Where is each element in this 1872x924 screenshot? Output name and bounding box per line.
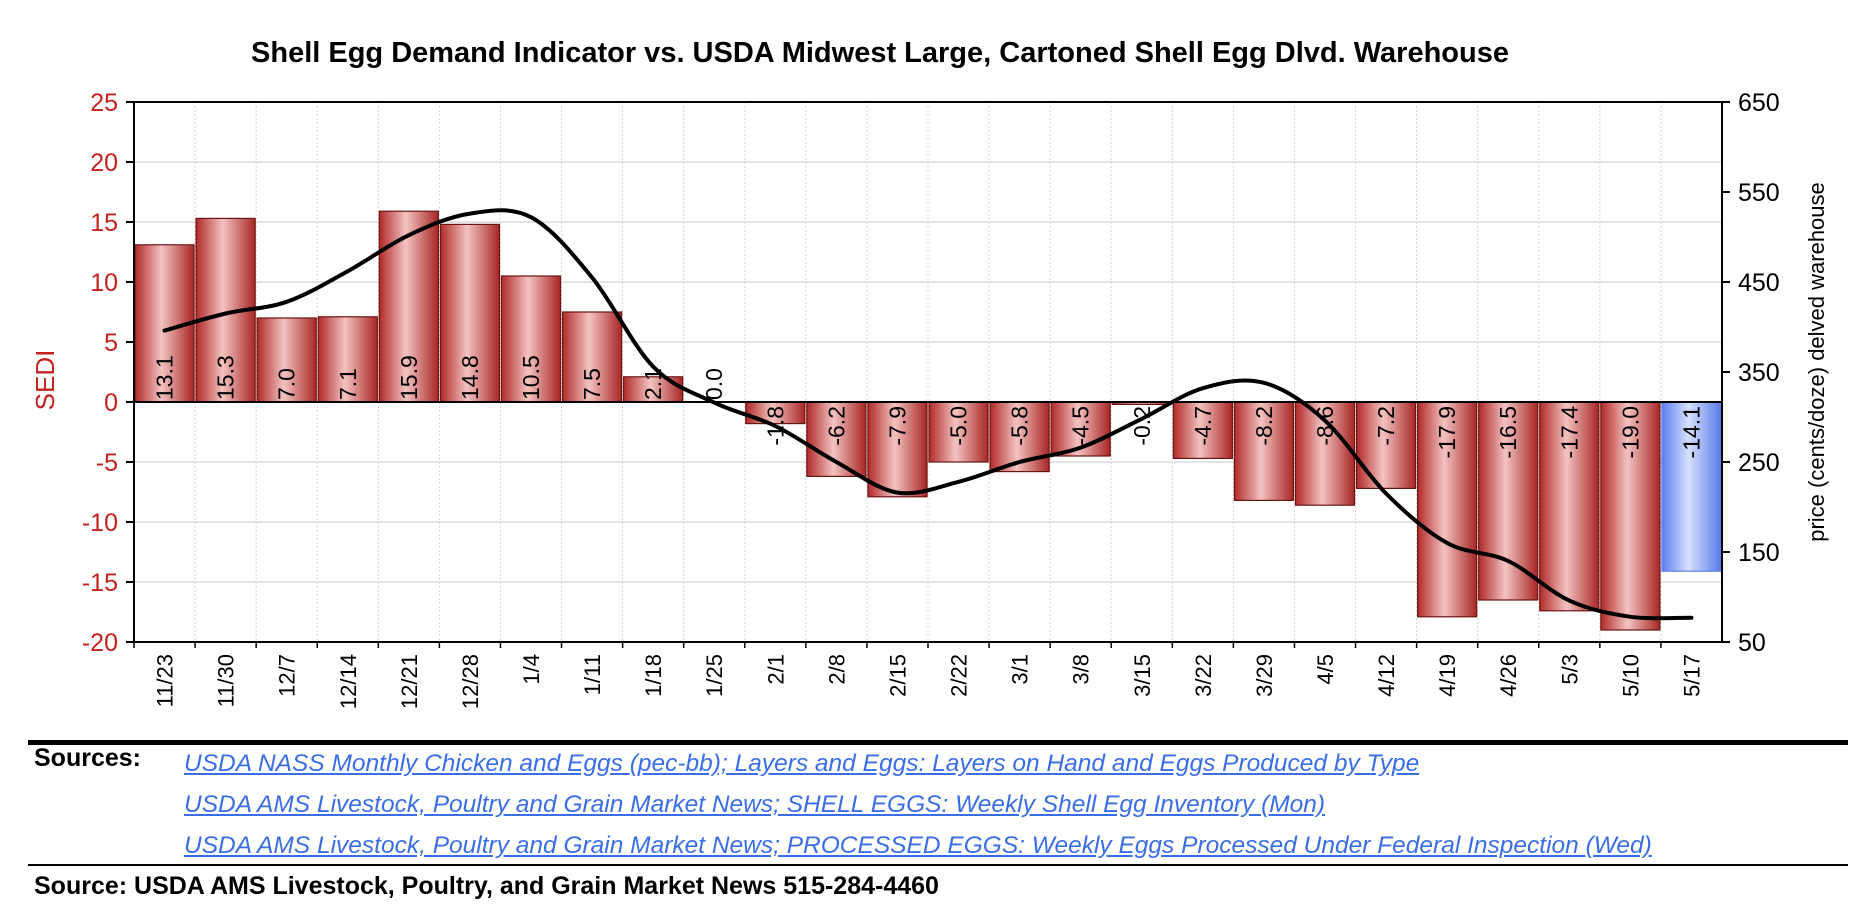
x-tick-label: 4/19 bbox=[1435, 654, 1460, 697]
x-tick-label: 1/4 bbox=[519, 654, 544, 685]
data-label: -17.4 bbox=[1556, 406, 1582, 459]
bar-1-4 bbox=[500, 275, 562, 403]
footer-source: Source: USDA AMS Livestock, Poultry, and… bbox=[34, 872, 939, 900]
data-label: 0.0 bbox=[701, 368, 727, 400]
x-tick-label: 3/1 bbox=[1008, 654, 1033, 685]
data-label: 7.1 bbox=[335, 368, 361, 400]
y-left-tick-label: 15 bbox=[90, 209, 118, 237]
data-label: -7.2 bbox=[1373, 406, 1399, 446]
price-line bbox=[162, 208, 1694, 621]
x-tick-label: 1/11 bbox=[580, 654, 605, 695]
x-tick-label: 4/5 bbox=[1313, 654, 1338, 685]
y-left-tick-label: 10 bbox=[90, 269, 118, 297]
y-right-tick-label: 50 bbox=[1738, 629, 1766, 657]
divider-top bbox=[28, 740, 1848, 745]
y-left-tick-label: 20 bbox=[90, 149, 118, 177]
x-tick-label: 5/10 bbox=[1618, 654, 1643, 697]
x-tick-label: 11/30 bbox=[214, 654, 239, 707]
source-link-processed-eggs[interactable]: USDA AMS Livestock, Poultry and Grain Ma… bbox=[184, 832, 1652, 859]
data-label: -5.0 bbox=[946, 406, 972, 446]
data-label: -7.9 bbox=[884, 406, 910, 446]
y-left-tick-label: -15 bbox=[82, 569, 118, 597]
x-tick-label: 12/28 bbox=[458, 654, 483, 709]
y-right-tick-label: 350 bbox=[1738, 359, 1780, 387]
x-tick-label: 5/17 bbox=[1679, 654, 1704, 697]
chart-title: Shell Egg Demand Indicator vs. USDA Midw… bbox=[251, 37, 1509, 69]
x-tick-label: 3/8 bbox=[1069, 654, 1094, 685]
y-left-tick-label: 0 bbox=[104, 389, 118, 417]
data-label: 15.9 bbox=[396, 355, 422, 400]
data-label: 15.3 bbox=[213, 355, 239, 400]
y-right-tick-label: 550 bbox=[1738, 179, 1780, 207]
bar-4-12 bbox=[1355, 401, 1417, 490]
data-label: 14.8 bbox=[457, 355, 483, 400]
x-tick-label: 4/12 bbox=[1374, 654, 1399, 697]
y-left-tick-label: -20 bbox=[82, 629, 118, 657]
bar-5-10 bbox=[1600, 401, 1661, 631]
bar-12-7 bbox=[256, 317, 317, 403]
bar-12-28 bbox=[439, 223, 501, 403]
bar-4-19 bbox=[1417, 401, 1478, 618]
data-label: 13.1 bbox=[152, 355, 178, 400]
source-link-shell-eggs[interactable]: USDA AMS Livestock, Poultry and Grain Ma… bbox=[184, 791, 1326, 818]
sedi-chart: Shell Egg Demand Indicator vs. USDA Midw… bbox=[30, 37, 1829, 709]
x-tick-label: 1/25 bbox=[702, 654, 727, 697]
y-axis-right-label: price (cents/doze) delved warehouse bbox=[1804, 182, 1829, 542]
axes: 2520151050-5-10-15-206505504503502501505… bbox=[82, 89, 1780, 709]
data-label: -4.5 bbox=[1068, 406, 1094, 446]
x-tick-label: 2/15 bbox=[885, 654, 910, 697]
data-label: -8.2 bbox=[1251, 406, 1277, 446]
x-tick-label: 2/8 bbox=[824, 654, 849, 685]
data-label: -14.1 bbox=[1678, 406, 1704, 458]
bar-5-3 bbox=[1539, 401, 1600, 612]
y-axis-left-label: SEDI bbox=[30, 350, 60, 411]
x-tick-label: 2/1 bbox=[763, 654, 788, 685]
y-left-tick-label: 25 bbox=[90, 89, 118, 117]
bar-12-21 bbox=[378, 210, 439, 403]
y-left-tick-label: -5 bbox=[96, 449, 118, 477]
x-tick-label: 12/14 bbox=[336, 654, 361, 709]
price-line-series bbox=[162, 208, 1694, 621]
x-tick-label: 11/23 bbox=[153, 654, 178, 707]
data-label: 10.5 bbox=[518, 355, 544, 400]
x-tick-label: 4/26 bbox=[1496, 654, 1521, 697]
data-label: -16.5 bbox=[1495, 406, 1521, 458]
y-left-tick-label: -10 bbox=[82, 509, 118, 537]
data-label: -19.0 bbox=[1617, 406, 1643, 458]
data-label: 7.5 bbox=[579, 368, 605, 400]
divider-bottom bbox=[28, 864, 1848, 866]
x-tick-label: 1/18 bbox=[641, 654, 666, 697]
y-left-tick-label: 5 bbox=[104, 329, 118, 357]
data-label: -4.7 bbox=[1190, 406, 1216, 446]
bar-4-26 bbox=[1478, 401, 1539, 601]
x-tick-label: 3/22 bbox=[1191, 654, 1216, 697]
data-label: -5.8 bbox=[1007, 406, 1033, 446]
bar-series bbox=[134, 210, 1722, 631]
bar-3-29 bbox=[1233, 401, 1295, 502]
y-right-tick-label: 250 bbox=[1738, 449, 1780, 477]
x-tick-label: 2/22 bbox=[947, 654, 972, 697]
bar-2-22 bbox=[928, 401, 989, 463]
bar-1-11 bbox=[561, 311, 623, 403]
data-label: 7.0 bbox=[274, 368, 300, 400]
x-tick-label: 12/21 bbox=[397, 654, 422, 709]
source-link-nass[interactable]: USDA NASS Monthly Chicken and Eggs (pec-… bbox=[184, 750, 1420, 777]
bar-3-22 bbox=[1172, 401, 1233, 460]
data-labels: 13.1 15.3 7.0 7.1 15.9 14.8 10.5 7.5 2.1 0.0-1.8-… bbox=[152, 355, 1705, 458]
x-tick-label: 5/3 bbox=[1557, 654, 1582, 685]
y-right-tick-label: 150 bbox=[1738, 539, 1780, 567]
data-label: -17.9 bbox=[1434, 406, 1460, 458]
x-tick-label: 3/15 bbox=[1130, 654, 1155, 697]
bar-2-15 bbox=[867, 401, 928, 498]
sources-label: Sources: bbox=[34, 744, 141, 772]
data-label: -6.2 bbox=[823, 406, 849, 446]
x-tick-label: 3/29 bbox=[1252, 654, 1277, 697]
y-right-tick-label: 450 bbox=[1738, 269, 1780, 297]
x-tick-label: 12/7 bbox=[275, 654, 300, 697]
y-right-tick-label: 650 bbox=[1738, 89, 1780, 117]
